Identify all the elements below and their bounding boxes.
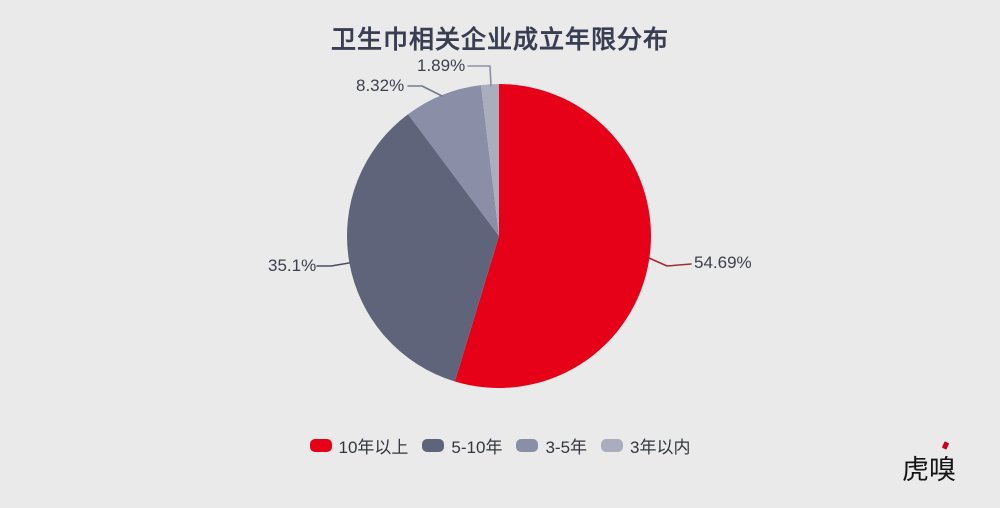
pie-label-over-10y: 54.69% xyxy=(694,253,752,272)
legend-swatch-over-10y xyxy=(309,439,332,452)
legend-item-5-10y: 5-10年 xyxy=(422,433,502,458)
huxiu-logo-text: 虎嗅 xyxy=(902,455,956,485)
huxiu-logo: 虎嗅 xyxy=(902,441,956,487)
legend-label-under-3y: 3年以内 xyxy=(630,438,691,457)
legend-swatch-3-5y xyxy=(516,439,539,452)
pie-slice-0 xyxy=(454,84,651,388)
pie-label-3-5y: 8.32% xyxy=(356,76,405,95)
pie-slices xyxy=(346,83,651,388)
chart-title: 卫生巾相关企业成立年限分布 xyxy=(330,26,669,54)
chart-legend: 10年以上 5-10年 3-5年 3年以内 xyxy=(0,433,1000,458)
pie-slice-1 xyxy=(346,114,499,382)
legend-swatch-5-10y xyxy=(422,439,445,452)
leader-line-3-5y xyxy=(407,85,443,97)
pie-slice-2 xyxy=(408,85,499,236)
logo-red-accent-icon xyxy=(941,441,950,450)
pie-label-5-10y: 35.1% xyxy=(268,256,317,275)
legend-swatch-under-3y xyxy=(601,439,624,452)
legend-label-5-10y: 5-10年 xyxy=(451,438,503,457)
legend-label-over-10y: 10年以上 xyxy=(338,438,409,457)
legend-label-3-5y: 3-5年 xyxy=(545,438,588,457)
legend-item-3-5y: 3-5年 xyxy=(516,433,587,458)
leader-line-under-3y xyxy=(467,65,492,87)
pie-label-under-3y: 1.89% xyxy=(417,56,466,75)
legend-item-over-10y: 10年以上 xyxy=(309,433,409,458)
leader-line-5-10y xyxy=(316,262,350,267)
leader-line-over-10y xyxy=(648,257,692,267)
pie-slice-3 xyxy=(480,83,499,236)
legend-item-under-3y: 3年以内 xyxy=(601,433,691,458)
